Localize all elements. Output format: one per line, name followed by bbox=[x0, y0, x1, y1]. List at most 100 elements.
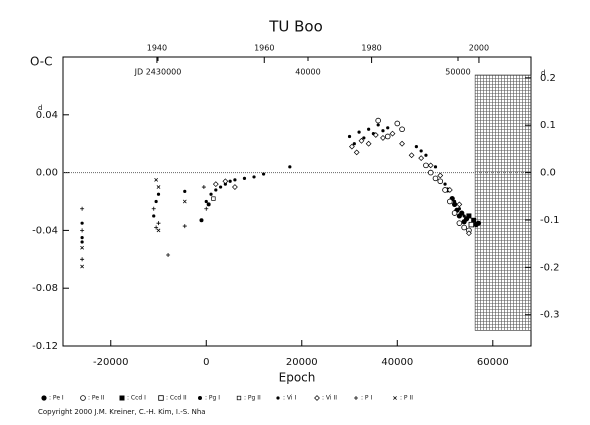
year-tick-label: 2000 bbox=[469, 44, 489, 53]
point bbox=[394, 120, 401, 127]
point bbox=[352, 142, 356, 146]
point bbox=[182, 199, 187, 204]
x-tick-label: 60000 bbox=[477, 357, 509, 368]
point bbox=[462, 214, 466, 218]
point bbox=[242, 176, 247, 180]
point bbox=[232, 184, 238, 190]
legend-marker bbox=[158, 395, 164, 401]
legend-marker bbox=[354, 396, 358, 400]
point bbox=[80, 221, 84, 225]
point bbox=[228, 179, 232, 183]
point bbox=[80, 240, 84, 244]
x-tick-label: 40000 bbox=[381, 357, 413, 368]
point bbox=[408, 152, 415, 159]
point bbox=[80, 245, 84, 250]
point bbox=[166, 252, 171, 257]
legend-label: : Pe II bbox=[88, 395, 105, 402]
point bbox=[233, 178, 237, 182]
chart-title: TU Boo bbox=[268, 18, 323, 36]
jd-tick-label: 40000 bbox=[295, 68, 320, 77]
point bbox=[156, 228, 161, 233]
point bbox=[349, 143, 355, 150]
y-tick-label: -0.08 bbox=[32, 283, 58, 294]
point bbox=[154, 225, 159, 230]
point bbox=[372, 132, 379, 138]
point bbox=[466, 230, 472, 237]
point bbox=[156, 221, 161, 226]
point bbox=[183, 189, 187, 193]
copyright: Copyright 2000 J.M. Kreiner, C.-H. Kim, … bbox=[38, 408, 206, 416]
y2-tick-label: 0.2 bbox=[540, 73, 556, 84]
legend-label: : Ccd I bbox=[127, 395, 146, 402]
point bbox=[447, 198, 453, 205]
unit-label: d bbox=[541, 69, 545, 77]
point bbox=[80, 236, 84, 240]
legend-label: : Pg I bbox=[205, 395, 220, 402]
point bbox=[156, 192, 161, 196]
y2-tick-label: -0.2 bbox=[540, 262, 560, 273]
year-tick-label: 1980 bbox=[361, 44, 381, 53]
legend-label: : P I bbox=[361, 395, 372, 402]
legend-label: : Pe I bbox=[49, 395, 64, 402]
point bbox=[427, 162, 434, 169]
year-tick-label: 1960 bbox=[254, 44, 274, 53]
point bbox=[443, 182, 447, 186]
x-tick-label: 20000 bbox=[286, 357, 318, 368]
legend-marker bbox=[80, 395, 86, 401]
point bbox=[451, 201, 458, 207]
jd-tick-label: JD 2430000 bbox=[134, 68, 182, 77]
point bbox=[456, 201, 463, 208]
y-tick-label: -0.12 bbox=[32, 341, 58, 352]
point bbox=[80, 206, 85, 211]
shaded-region bbox=[474, 74, 532, 331]
point bbox=[80, 264, 84, 269]
point bbox=[446, 187, 453, 193]
year-tick-label: 1940 bbox=[147, 44, 167, 53]
point bbox=[427, 169, 434, 176]
point bbox=[357, 130, 361, 134]
point bbox=[381, 129, 385, 133]
plot-frame bbox=[62, 56, 532, 347]
point bbox=[384, 133, 391, 140]
legend-label: : P II bbox=[400, 395, 413, 402]
point bbox=[261, 172, 266, 176]
point bbox=[461, 224, 467, 231]
x-axis-label: Epoch bbox=[279, 371, 316, 385]
unit-label: d bbox=[38, 104, 42, 112]
legend-marker bbox=[314, 395, 320, 401]
legend-marker bbox=[41, 395, 47, 401]
legend-marker bbox=[236, 395, 242, 401]
point bbox=[376, 123, 380, 127]
y2-tick-label: 0.0 bbox=[540, 168, 556, 179]
point bbox=[365, 140, 372, 147]
point bbox=[466, 213, 472, 219]
point bbox=[212, 181, 219, 188]
point bbox=[418, 155, 425, 162]
point bbox=[459, 210, 465, 216]
point bbox=[380, 135, 386, 141]
y-tick-label: 0.00 bbox=[36, 168, 58, 179]
point bbox=[154, 177, 159, 182]
point bbox=[424, 153, 428, 157]
point bbox=[419, 149, 423, 153]
point bbox=[214, 188, 218, 192]
point bbox=[353, 149, 360, 156]
point bbox=[199, 218, 204, 223]
point bbox=[375, 117, 381, 124]
point bbox=[451, 210, 458, 216]
point bbox=[442, 187, 448, 193]
point bbox=[222, 178, 229, 185]
point bbox=[399, 126, 405, 133]
x-tick-label: -20000 bbox=[93, 357, 128, 368]
point bbox=[471, 217, 477, 223]
point bbox=[437, 178, 444, 185]
point bbox=[152, 214, 156, 218]
point bbox=[362, 136, 366, 140]
point bbox=[468, 221, 475, 228]
y2-tick-label: 0.1 bbox=[540, 120, 556, 131]
legend-marker bbox=[276, 396, 280, 400]
point bbox=[414, 144, 418, 149]
point bbox=[204, 199, 208, 204]
point bbox=[80, 257, 85, 262]
